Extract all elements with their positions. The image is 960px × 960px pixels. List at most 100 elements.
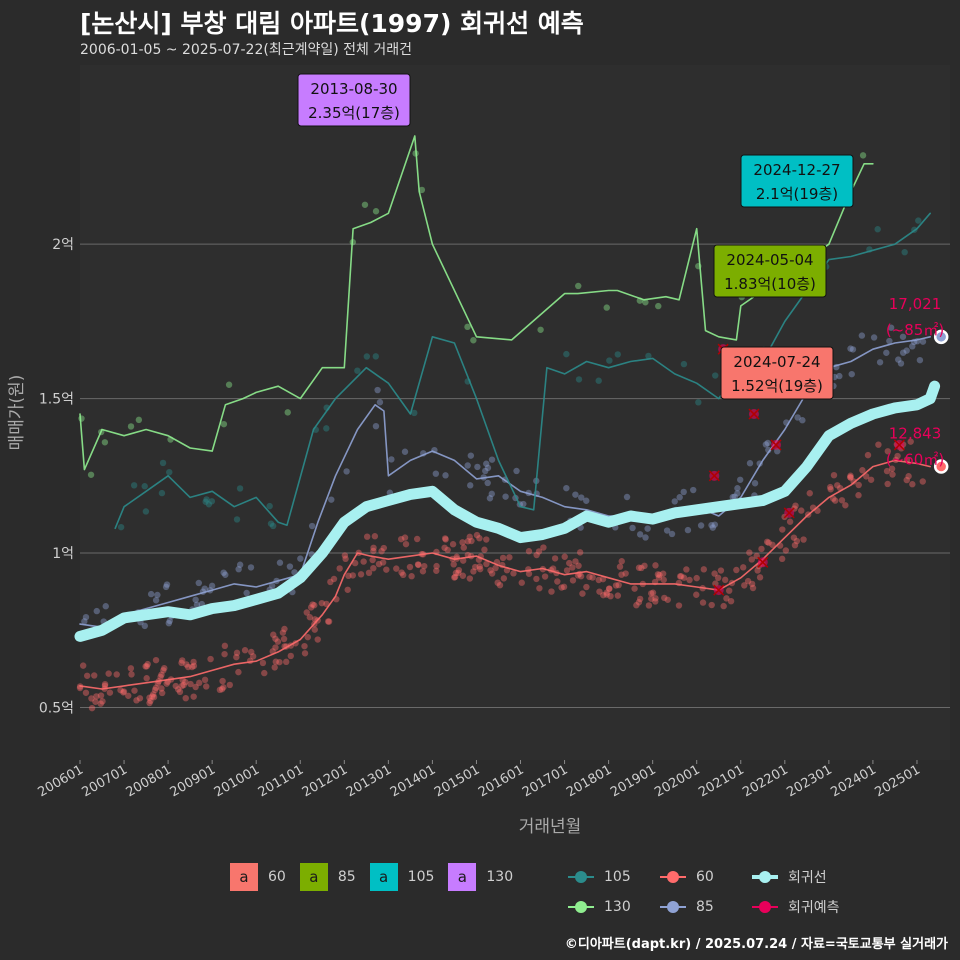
scatter-point <box>909 481 916 488</box>
scatter-point <box>874 226 881 233</box>
endpoint-60 <box>933 459 949 474</box>
scatter-point <box>370 564 377 572</box>
scatter-point <box>836 372 843 380</box>
scatter-point <box>919 338 927 345</box>
scatter-point <box>603 304 610 311</box>
scatter-point <box>342 555 349 563</box>
scatter-point <box>563 350 570 358</box>
scatter-point <box>636 531 644 538</box>
scatter-point <box>235 668 242 676</box>
scatter-point <box>487 567 494 574</box>
scatter-point <box>827 483 834 491</box>
legend-series-60: 60 <box>658 863 736 891</box>
forecast-cross <box>893 439 905 451</box>
scatter-point <box>442 536 449 543</box>
scatter-point <box>725 587 733 594</box>
scatter-point <box>579 590 586 597</box>
legend-key-swatch: a <box>369 863 398 891</box>
scatter-point <box>269 522 277 530</box>
scatter-point <box>308 522 316 530</box>
scatter-point <box>184 663 192 671</box>
x-tick-label: 202401 <box>828 762 878 800</box>
scatter-point <box>343 468 350 475</box>
scatter-point <box>558 584 565 591</box>
legend-label: 60 <box>696 869 714 885</box>
scatter-point <box>183 661 190 668</box>
callout-date: 2013-08-30 <box>310 80 397 98</box>
scatter-point <box>644 525 651 532</box>
scatter-point <box>575 282 582 290</box>
scatter-point <box>157 673 164 681</box>
legend-size-130: a 130 <box>448 863 513 891</box>
legend-label: 85 <box>337 869 356 885</box>
scatter-point <box>660 576 667 584</box>
scatter-point <box>642 299 649 306</box>
scatter-point <box>146 694 153 701</box>
scatter-point <box>158 489 166 497</box>
scatter-point <box>631 585 638 592</box>
scatter-point <box>506 554 513 561</box>
scatter-points <box>76 150 927 712</box>
scatter-point <box>88 695 95 702</box>
legend-line-key <box>660 871 686 883</box>
legend-series-85: 85 <box>658 893 736 921</box>
scatter-point <box>614 351 621 358</box>
scatter-point <box>758 545 765 553</box>
y-axis-title: 매매가(원) <box>7 375 27 451</box>
scatter-point <box>595 576 602 584</box>
scatter-point <box>899 333 907 340</box>
scatter-point <box>400 571 407 579</box>
scatter-point <box>324 618 332 625</box>
scatter-point <box>226 681 234 689</box>
legend-line-key <box>660 901 686 913</box>
x-tick-label: 200701 <box>80 762 130 800</box>
scatter-point <box>97 692 105 699</box>
scatter-point <box>663 527 671 534</box>
endpoint-85 <box>933 329 949 345</box>
forecast-cross <box>757 556 769 568</box>
scatter-point <box>130 482 138 489</box>
scatter-point <box>236 561 244 568</box>
scatter-point <box>280 635 288 643</box>
forecast-marker <box>713 584 725 596</box>
scatter-point <box>216 686 224 694</box>
scatter-point <box>372 353 379 360</box>
scatter-point <box>187 680 194 688</box>
scatter-point <box>488 456 496 463</box>
scatter-point <box>441 535 449 542</box>
scatter-point <box>196 679 203 687</box>
scatter-point <box>830 471 838 479</box>
scatter-point <box>510 570 517 577</box>
scatter-point <box>421 562 428 570</box>
callout-value: 1.52억(19층) <box>731 377 823 395</box>
y-tick-label: 0.5억 <box>39 700 74 716</box>
scatter-point <box>127 423 135 430</box>
scatter-point <box>328 496 335 503</box>
scatter-point <box>190 662 198 670</box>
scatter-point <box>455 566 463 574</box>
scatter-point <box>259 659 267 667</box>
scatter-point <box>218 685 226 693</box>
scatter-point <box>712 372 719 379</box>
scatter-point <box>690 486 697 494</box>
scatter-point <box>561 553 568 560</box>
scatter-point <box>222 571 229 578</box>
scatter-point <box>575 376 583 383</box>
scatter-point <box>117 523 125 531</box>
scatter-point <box>847 473 854 481</box>
x-tick-label: 202201 <box>740 762 790 800</box>
scatter-point <box>380 544 387 552</box>
scatter-point <box>325 618 333 625</box>
scatter-point <box>82 613 90 621</box>
scatter-point <box>336 565 343 572</box>
scatter-point <box>756 574 764 581</box>
scatter-point <box>659 570 667 577</box>
series-legend: 105 60 회귀선 130 85 회귀예측 <box>566 862 854 922</box>
scatter-point <box>737 476 744 483</box>
scatter-point <box>907 438 914 445</box>
scatter-point <box>176 688 184 696</box>
scatter-point <box>433 562 440 570</box>
scatter-point <box>413 535 421 543</box>
scatter-point <box>633 602 640 609</box>
scatter-point <box>589 574 596 581</box>
